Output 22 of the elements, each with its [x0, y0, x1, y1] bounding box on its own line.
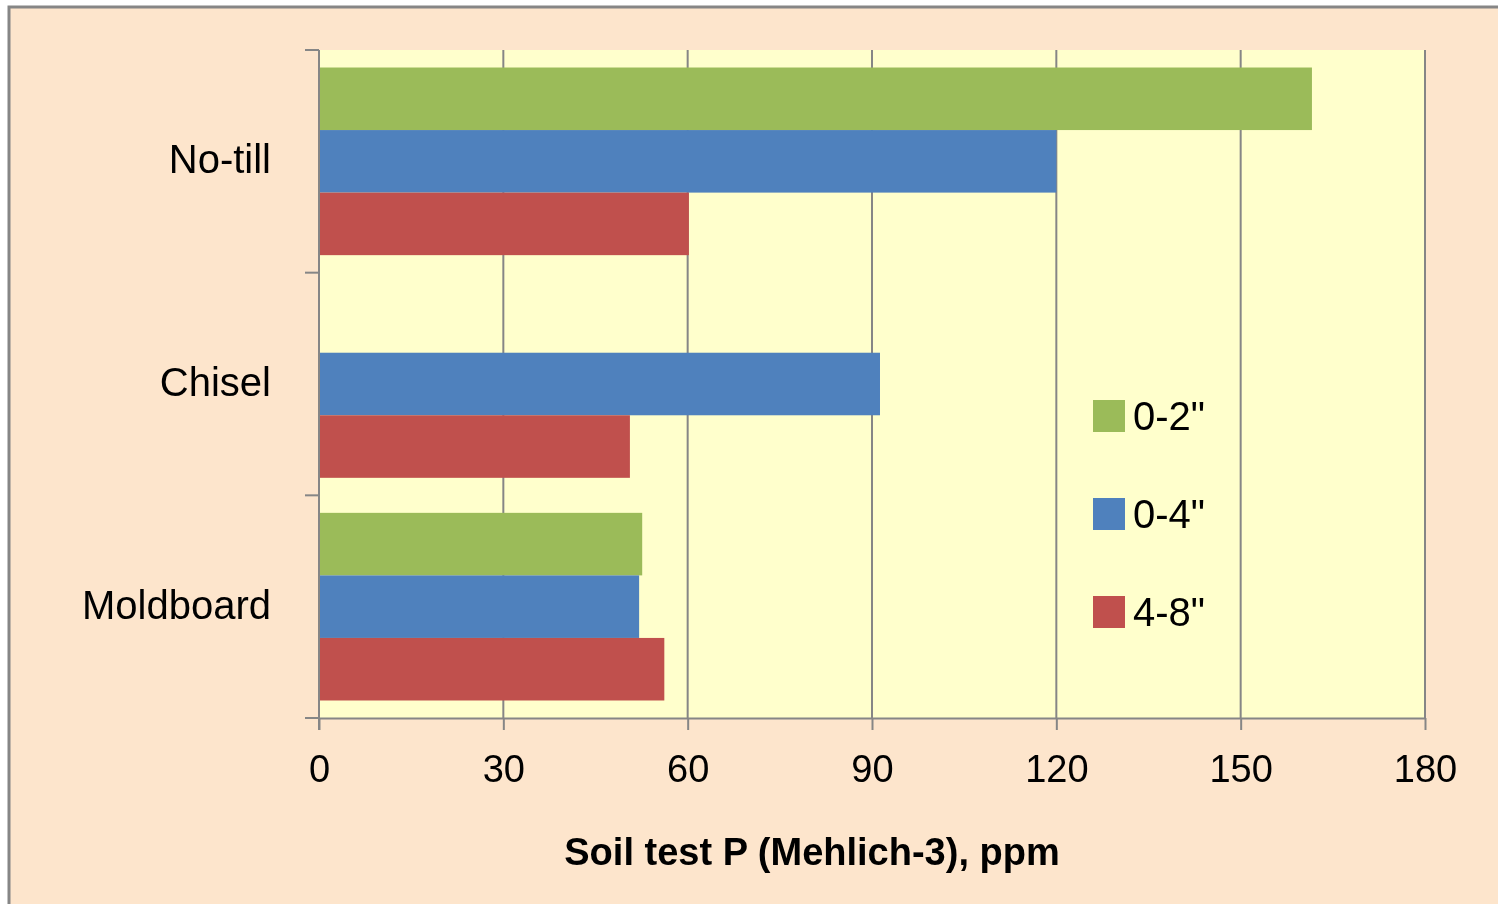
legend-label: 0-2": [1133, 394, 1206, 439]
bar: [319, 575, 640, 638]
bar: [319, 415, 630, 478]
x-tick-label: 90: [851, 748, 894, 791]
y-tick-label: Chisel: [159, 360, 271, 404]
bar: [319, 130, 1057, 193]
bar: [319, 192, 689, 256]
x-tick-label: 180: [1393, 748, 1458, 791]
bar: [319, 512, 643, 576]
x-tick-label: 60: [667, 748, 710, 791]
y-tick-label: Moldboard: [81, 582, 271, 627]
y-tick-label: No-till: [168, 137, 271, 182]
bar: [319, 67, 1312, 131]
legend-label: 4-8": [1133, 590, 1206, 635]
x-tick-label: 150: [1209, 748, 1273, 791]
x-tick-label: 120: [1025, 748, 1089, 791]
bar: [319, 637, 665, 701]
x-tick-label: 30: [482, 748, 525, 791]
legend-label: 0-4": [1133, 492, 1206, 537]
x-tick-label: 0: [308, 748, 331, 791]
bar: [319, 352, 880, 416]
x-axis-title: Soil test P (Mehlich-3), ppm: [564, 831, 1060, 873]
